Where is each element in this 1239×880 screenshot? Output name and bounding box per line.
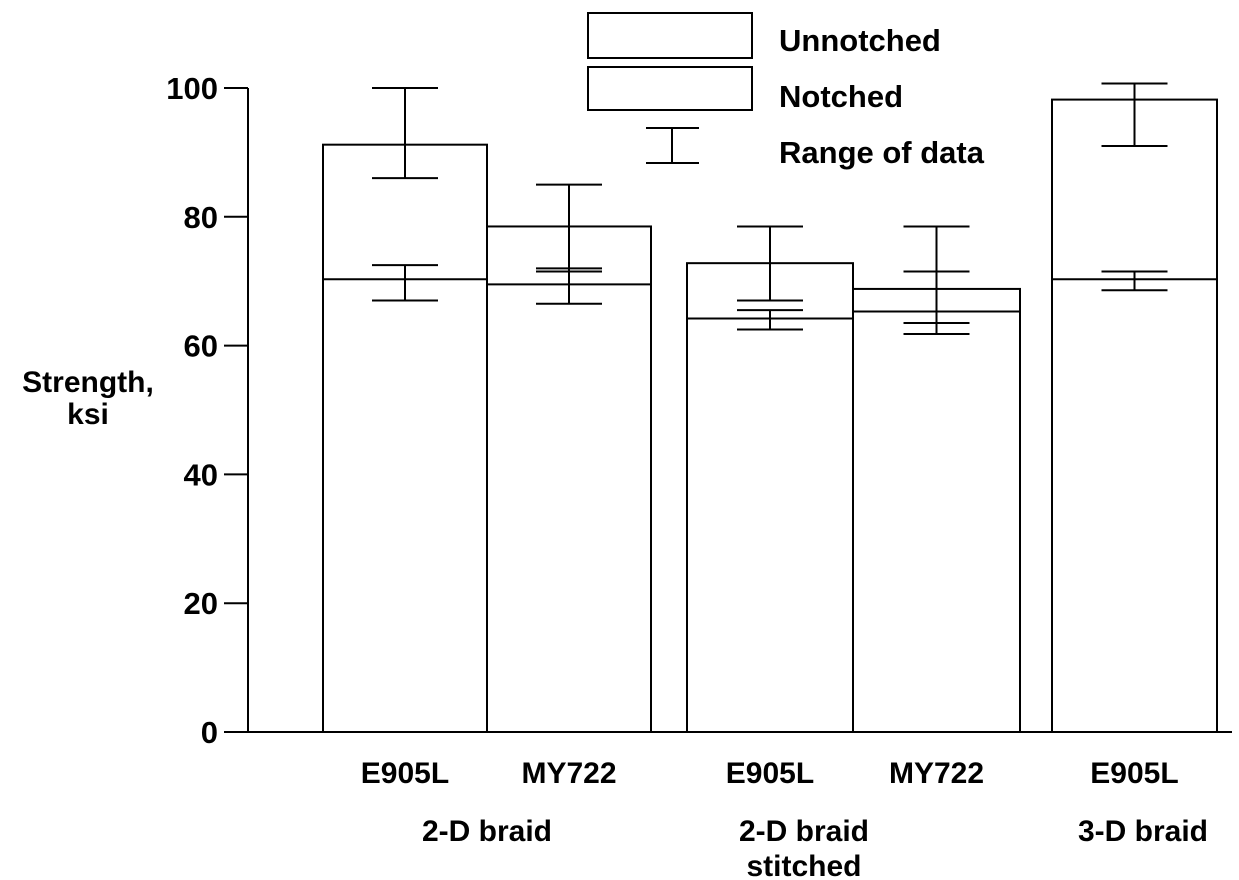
x-tick-label: E905L	[1090, 757, 1178, 790]
x-tick-label: MY722	[889, 757, 984, 790]
y-axis-label: Strength,	[22, 366, 154, 399]
legend-swatch-range	[646, 127, 699, 164]
error-bar-notched	[1101, 270, 1168, 292]
x-tick-label: E905L	[726, 757, 814, 790]
y-tick-label: 100	[166, 71, 218, 106]
group-label: 2-D braid	[739, 815, 869, 848]
x-tick-label: E905L	[361, 757, 449, 790]
error-bar-notched	[372, 264, 438, 302]
bar-unnotched	[686, 262, 854, 733]
legend-label: Unnotched	[779, 23, 941, 58]
bar-unnotched	[322, 143, 488, 733]
bar-unnotched	[486, 225, 652, 734]
group-label: 3-D braid	[1078, 815, 1208, 848]
legend-label: Notched	[779, 79, 903, 114]
error-bar-notched	[737, 309, 803, 331]
bar-unnotched	[852, 287, 1021, 733]
error-bar-notched	[536, 267, 602, 305]
group-label: 2-D braid	[422, 815, 552, 848]
x-tick-label: MY722	[521, 757, 616, 790]
y-tick-label: 60	[184, 329, 218, 364]
y-tick-label: 80	[184, 200, 218, 235]
y-axis-label: ksi	[67, 398, 109, 431]
error-bars	[372, 82, 1168, 336]
legend: Unnotched Notched Range of data	[587, 12, 985, 170]
error-bar-unnotched	[372, 87, 438, 180]
y-tick-label: 0	[201, 715, 218, 750]
legend-label: Range of data	[779, 135, 985, 170]
y-tick-label: 20	[184, 586, 218, 621]
legend-swatch-unnotched	[587, 12, 753, 59]
y-axis: 0 20 40 60 80 100 Strength,ksi	[22, 71, 1232, 750]
bars	[322, 98, 1218, 734]
error-bar-notched	[903, 270, 970, 336]
legend-swatch-notched	[587, 66, 753, 111]
y-tick-label: 40	[184, 457, 218, 492]
bar-unnotched	[1051, 98, 1218, 734]
error-bar-unnotched	[1101, 82, 1168, 147]
error-bar-unnotched	[737, 225, 803, 302]
x-labels: E905L MY722 E905L MY722 E905L 2-D braid 2-D br…	[361, 757, 1208, 880]
group-label: stitched	[746, 850, 861, 880]
